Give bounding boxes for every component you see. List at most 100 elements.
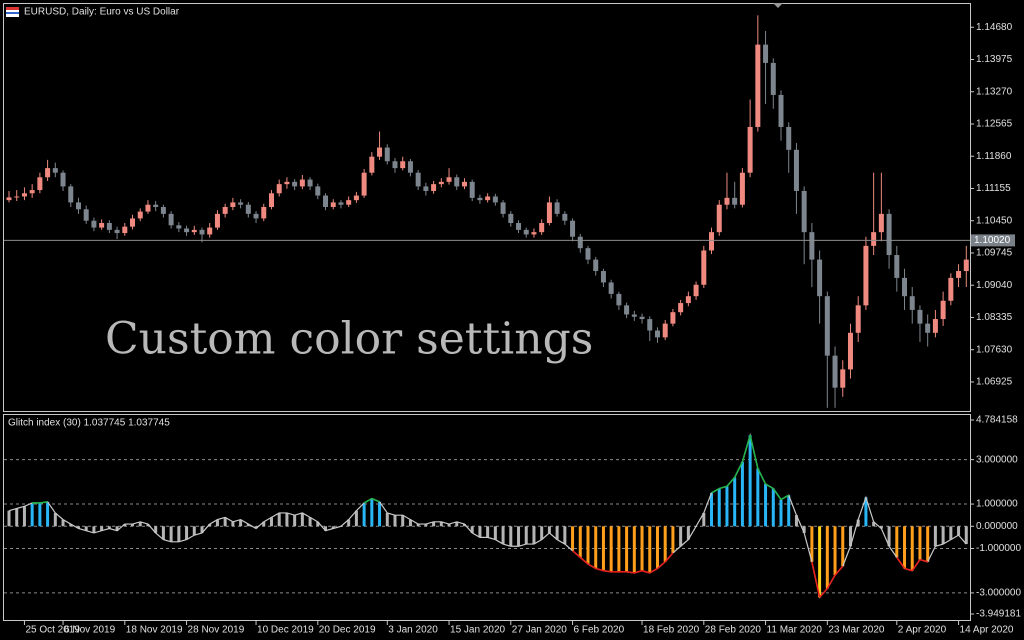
candle-body	[639, 316, 645, 320]
histogram-bar	[331, 526, 335, 529]
candle-body	[253, 213, 259, 219]
candle-body	[384, 147, 390, 162]
candle-body	[160, 207, 166, 214]
histogram-bar	[532, 526, 536, 545]
candle-body	[222, 207, 228, 214]
candle-body	[330, 202, 336, 207]
candle-body	[508, 213, 514, 224]
histogram-bar	[725, 486, 729, 527]
y-tick-label: 3.000000	[976, 454, 1018, 465]
candle-body	[577, 236, 583, 249]
histogram-bar	[625, 526, 629, 572]
x-tick-label: 20 Dec 2019	[319, 625, 376, 636]
candle-body	[585, 248, 591, 260]
histogram-bar	[378, 501, 382, 527]
y-tick-label: 1.13270	[976, 86, 1013, 97]
x-tick-label: 18 Feb 2020	[643, 625, 700, 636]
histogram-bar	[447, 524, 451, 527]
indicator-line-segment	[656, 561, 666, 570]
indicator-line-segment	[818, 587, 828, 598]
candle-body	[917, 309, 923, 324]
candle-body	[477, 197, 483, 201]
chart-title: EURUSD, Daily: Euro vs US Dollar	[24, 7, 180, 18]
histogram-bar	[509, 526, 513, 547]
candle-body	[431, 184, 437, 191]
candle-body	[693, 284, 699, 297]
y-tick-label: 4.784158	[976, 415, 1018, 426]
indicator-line-segment	[572, 550, 581, 558]
icon-stripe	[6, 7, 19, 10]
x-tick-label: 27 Jan 2020	[512, 625, 567, 636]
indicator-line-segment	[765, 483, 774, 490]
candle-body	[14, 196, 20, 198]
candle-body	[523, 229, 529, 235]
candle-body	[940, 300, 946, 320]
candle-body	[600, 271, 606, 283]
histogram-bar	[262, 521, 266, 527]
icon-stripe	[6, 12, 19, 14]
x-tick-label: 11 Mar 2020	[767, 625, 823, 636]
indicator-line-segment	[741, 434, 751, 463]
candle-body	[21, 193, 27, 197]
candle-body	[75, 202, 81, 210]
histogram-bar	[779, 499, 783, 527]
candle-body	[68, 186, 74, 203]
y-tick-label: 1.07630	[976, 344, 1013, 355]
histogram-bar	[46, 501, 50, 527]
y-tick-label: 1.08335	[976, 312, 1013, 323]
candle-body	[516, 223, 522, 230]
y-tick-label: 1.09745	[976, 248, 1013, 259]
candle-body	[500, 202, 506, 214]
candle-body	[446, 177, 452, 182]
histogram-bar	[764, 484, 768, 527]
histogram-bar	[223, 517, 227, 527]
histogram-bar	[933, 526, 937, 547]
candle-body	[793, 149, 799, 191]
histogram-bar	[802, 526, 806, 533]
y-tick-label: 1.12565	[976, 119, 1013, 130]
candle-body	[847, 332, 853, 370]
indicator-line-segment	[780, 494, 790, 501]
histogram-bar	[787, 495, 791, 527]
histogram-bar	[416, 524, 420, 527]
y-tick-label: 1.11860	[976, 151, 1012, 162]
candle-body	[438, 181, 444, 185]
histogram-bar	[679, 526, 683, 547]
candle-body	[153, 204, 159, 207]
histogram-bar	[123, 524, 127, 527]
histogram-bar	[293, 515, 297, 527]
histogram-bar	[177, 526, 181, 542]
histogram	[7, 435, 968, 598]
candle-body	[207, 227, 213, 235]
indicator-pane-frame	[3, 414, 971, 621]
candle-body	[415, 172, 421, 187]
histogram-bar	[370, 498, 374, 527]
candle-body	[268, 193, 274, 207]
indicator-line-segment	[904, 567, 913, 572]
price-label-bg	[971, 234, 1015, 247]
price-pane-frame	[3, 3, 971, 412]
candle-body	[554, 202, 560, 214]
y-tick-label: -3.949181	[976, 609, 1021, 620]
candle-body	[377, 147, 383, 157]
histogram-bar	[432, 521, 436, 527]
indicator-line-segment	[911, 559, 921, 572]
histogram-bar	[192, 526, 196, 536]
candle-body	[932, 319, 938, 333]
y-tick-label: 1.06925	[976, 377, 1013, 388]
indicator-line-segment	[363, 497, 373, 504]
histogram-bar	[856, 519, 860, 527]
candle-body	[948, 277, 954, 301]
candle-body	[91, 220, 97, 228]
candle-body	[60, 172, 66, 187]
histogram-bar	[269, 517, 273, 527]
candle-body	[106, 223, 112, 230]
candle-body	[685, 296, 691, 304]
indicator-line	[8, 432, 967, 599]
histogram-bar	[215, 519, 219, 527]
histogram-bar	[239, 519, 243, 527]
x-tick-label: 6 Nov 2019	[64, 625, 116, 636]
histogram-bar	[84, 526, 88, 531]
histogram-bar	[362, 502, 366, 527]
